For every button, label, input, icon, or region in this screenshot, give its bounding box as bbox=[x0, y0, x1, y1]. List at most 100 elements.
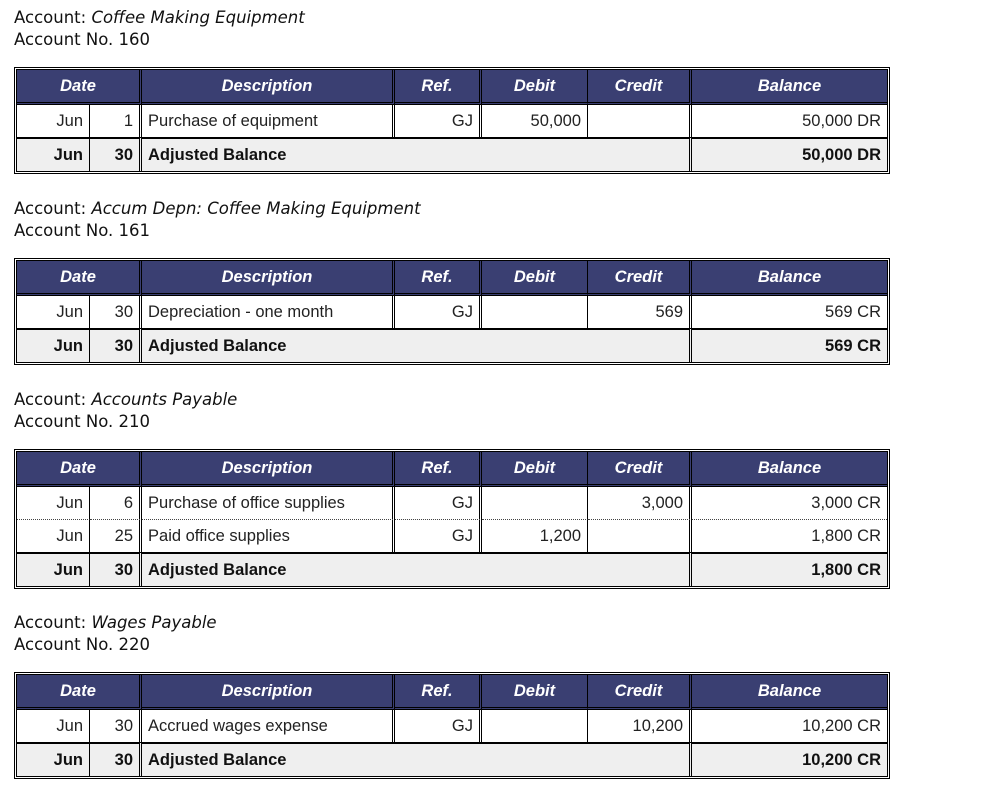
account-section-220: Account: Wages Payable Account No. 220 D… bbox=[14, 612, 890, 779]
ref-header: Ref. bbox=[395, 675, 483, 710]
entry-ref: GJ bbox=[395, 487, 483, 520]
account-number: Account No. 160 bbox=[14, 30, 150, 49]
table-row: Jun 30 Depreciation - one month GJ 569 5… bbox=[17, 296, 887, 328]
ledger-table: Date Description Ref. Debit Credit Balan… bbox=[14, 449, 890, 589]
account-number: Account No. 220 bbox=[14, 635, 150, 654]
ledger-table: Date Description Ref. Debit Credit Balan… bbox=[14, 67, 890, 174]
header-row: Date Description Ref. Debit Credit Balan… bbox=[17, 452, 887, 487]
entry-credit bbox=[588, 520, 693, 552]
entry-description: Accrued wages expense bbox=[142, 710, 396, 742]
entry-balance: 3,000 CR bbox=[692, 487, 887, 520]
entry-credit: 569 bbox=[588, 296, 693, 328]
table-row: Jun 1 Purchase of equipment GJ 50,000 50… bbox=[17, 105, 887, 137]
account-title: Account: Coffee Making Equipment bbox=[14, 7, 890, 29]
date-header: Date bbox=[17, 452, 143, 487]
entry-day: 1 bbox=[90, 105, 143, 137]
entry-ref: GJ bbox=[395, 710, 483, 742]
ledger-table: Date Description Ref. Debit Credit Balan… bbox=[14, 258, 890, 365]
entry-description: Purchase of office supplies bbox=[142, 487, 396, 520]
total-balance: 1,800 CR bbox=[692, 552, 887, 586]
account-name: Accum Depn: Coffee Making Equipment bbox=[91, 199, 421, 218]
account-name: Coffee Making Equipment bbox=[91, 8, 305, 27]
entry-balance: 1,800 CR bbox=[692, 520, 887, 552]
debit-header: Debit bbox=[482, 261, 589, 296]
ref-header: Ref. bbox=[395, 261, 483, 296]
entry-month: Jun bbox=[17, 710, 90, 742]
account-label: Account: bbox=[14, 390, 87, 409]
entry-debit: 1,200 bbox=[482, 520, 589, 552]
total-day: 30 bbox=[90, 552, 143, 586]
table-row: Jun 6 Purchase of office supplies GJ 3,0… bbox=[17, 487, 887, 520]
total-month: Jun bbox=[17, 328, 90, 362]
entry-debit: 50,000 bbox=[482, 105, 589, 137]
account-title: Account: Accum Depn: Coffee Making Equip… bbox=[14, 198, 890, 220]
entry-month: Jun bbox=[17, 520, 90, 552]
header-row: Date Description Ref. Debit Credit Balan… bbox=[17, 261, 887, 296]
entry-month: Jun bbox=[17, 487, 90, 520]
entry-day: 25 bbox=[90, 520, 143, 552]
total-description: Adjusted Balance bbox=[142, 328, 693, 362]
account-name: Accounts Payable bbox=[91, 390, 238, 409]
ledger-table: Date Description Ref. Debit Credit Balan… bbox=[14, 672, 890, 779]
header-row: Date Description Ref. Debit Credit Balan… bbox=[17, 675, 887, 710]
entry-description: Purchase of equipment bbox=[142, 105, 396, 137]
adjusted-balance-row: Jun 30 Adjusted Balance 569 CR bbox=[17, 328, 887, 362]
debit-header: Debit bbox=[482, 70, 589, 105]
account-title: Account: Wages Payable bbox=[14, 612, 890, 634]
credit-header: Credit bbox=[588, 70, 693, 105]
account-title: Account: Accounts Payable bbox=[14, 389, 890, 411]
entry-debit bbox=[482, 296, 589, 328]
entry-month: Jun bbox=[17, 105, 90, 137]
entry-debit bbox=[482, 487, 589, 520]
entry-credit bbox=[588, 105, 693, 137]
balance-header: Balance bbox=[692, 675, 887, 710]
entry-ref: GJ bbox=[395, 105, 483, 137]
total-month: Jun bbox=[17, 552, 90, 586]
ref-header: Ref. bbox=[395, 70, 483, 105]
balance-header: Balance bbox=[692, 70, 887, 105]
entry-credit: 10,200 bbox=[588, 710, 693, 742]
date-header: Date bbox=[17, 675, 143, 710]
credit-header: Credit bbox=[588, 261, 693, 296]
description-header: Description bbox=[142, 452, 396, 487]
entry-credit: 3,000 bbox=[588, 487, 693, 520]
entry-debit bbox=[482, 710, 589, 742]
account-section-161: Account: Accum Depn: Coffee Making Equip… bbox=[14, 198, 890, 365]
table-row: Jun 30 Accrued wages expense GJ 10,200 1… bbox=[17, 710, 887, 742]
entry-day: 30 bbox=[90, 710, 143, 742]
adjusted-balance-row: Jun 30 Adjusted Balance 50,000 DR bbox=[17, 137, 887, 171]
account-label: Account: bbox=[14, 8, 87, 27]
credit-header: Credit bbox=[588, 675, 693, 710]
ref-header: Ref. bbox=[395, 452, 483, 487]
adjusted-balance-row: Jun 30 Adjusted Balance 10,200 CR bbox=[17, 742, 887, 776]
total-balance: 50,000 DR bbox=[692, 137, 887, 171]
entry-description: Paid office supplies bbox=[142, 520, 396, 552]
credit-header: Credit bbox=[588, 452, 693, 487]
header-row: Date Description Ref. Debit Credit Balan… bbox=[17, 70, 887, 105]
entry-day: 30 bbox=[90, 296, 143, 328]
entry-description: Depreciation - one month bbox=[142, 296, 396, 328]
balance-header: Balance bbox=[692, 261, 887, 296]
total-month: Jun bbox=[17, 742, 90, 776]
entry-balance: 569 CR bbox=[692, 296, 887, 328]
entry-month: Jun bbox=[17, 296, 90, 328]
description-header: Description bbox=[142, 675, 396, 710]
total-balance: 569 CR bbox=[692, 328, 887, 362]
total-day: 30 bbox=[90, 137, 143, 171]
adjusted-balance-row: Jun 30 Adjusted Balance 1,800 CR bbox=[17, 552, 887, 586]
debit-header: Debit bbox=[482, 675, 589, 710]
entry-ref: GJ bbox=[395, 520, 483, 552]
total-day: 30 bbox=[90, 328, 143, 362]
date-header: Date bbox=[17, 261, 143, 296]
account-section-210: Account: Accounts Payable Account No. 21… bbox=[14, 389, 890, 589]
entry-ref: GJ bbox=[395, 296, 483, 328]
account-number: Account No. 210 bbox=[14, 412, 150, 431]
debit-header: Debit bbox=[482, 452, 589, 487]
account-number: Account No. 161 bbox=[14, 221, 150, 240]
table-row: Jun 25 Paid office supplies GJ 1,200 1,8… bbox=[17, 520, 887, 552]
account-name: Wages Payable bbox=[91, 613, 217, 632]
balance-header: Balance bbox=[692, 452, 887, 487]
description-header: Description bbox=[142, 261, 396, 296]
total-balance: 10,200 CR bbox=[692, 742, 887, 776]
description-header: Description bbox=[142, 70, 396, 105]
